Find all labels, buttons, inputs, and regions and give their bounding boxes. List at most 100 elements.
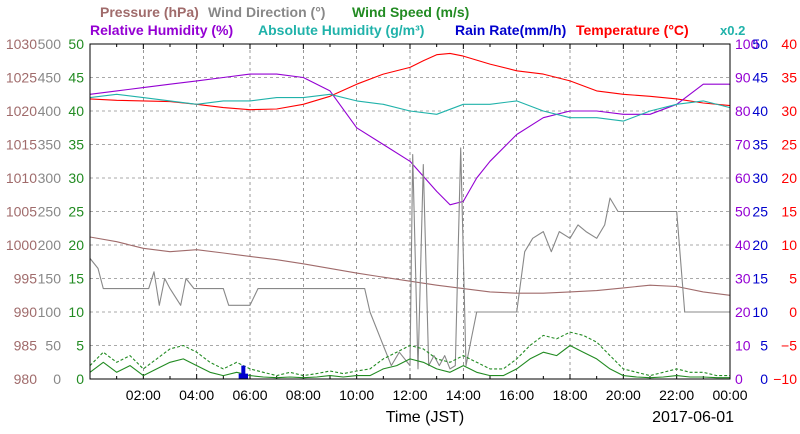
series-wind-speed-gust-m-s — [89, 331, 730, 377]
wind-speed-tick-label: 0 — [76, 371, 84, 387]
x-tick-label: 10:00 — [339, 387, 374, 403]
x-tick-label: 12:00 — [392, 387, 427, 403]
series-wind-direction — [89, 147, 730, 370]
wind-speed-tick-label: 15 — [68, 271, 84, 287]
wind-direction-tick-label: 500 — [38, 36, 62, 52]
legend-absolute-humidity: Absolute Humidity (g/m³) — [258, 22, 424, 38]
rain-rate-tick-label: 20 — [752, 237, 768, 253]
x-tick-label: 20:00 — [606, 387, 641, 403]
temperature-tick-label: 25 — [781, 137, 797, 153]
rain-rate-bar — [244, 373, 248, 379]
relative-humidity-tick-label: 60 — [735, 170, 751, 186]
pressure-tick-label: 1010 — [6, 170, 37, 186]
x-tick-label: 18:00 — [552, 387, 587, 403]
series-temperature-c — [89, 52, 731, 111]
legend-scale-note: x0.2 — [720, 23, 745, 38]
x-tick-label: 22:00 — [659, 387, 694, 403]
relative-humidity-tick-label: 90 — [735, 70, 751, 86]
wind-direction-tick-label: 350 — [38, 137, 62, 153]
wind-direction-tick-label: 400 — [38, 103, 62, 119]
temperature-tick-label: 10 — [781, 237, 797, 253]
wind-direction-tick-label: 50 — [45, 338, 61, 354]
rain-rate-tick-label: 5 — [760, 338, 768, 354]
pressure-tick-label: 980 — [14, 371, 38, 387]
temperature-tick-label: 40 — [781, 36, 797, 52]
relative-humidity-tick-label: 80 — [735, 103, 751, 119]
plot-frame — [89, 43, 731, 380]
legend-temperature: Temperature (°C) — [576, 22, 689, 38]
legend-rain-rate: Rain Rate(mm/h) — [455, 22, 566, 38]
temperature-tick-label: 20 — [781, 170, 797, 186]
series-layer — [89, 52, 731, 379]
axis-ticks: 02:00 04:00 06:00 08:00 10:00 12:00 14:00 16:00… — [6, 36, 797, 403]
temperature-tick-label: −10 — [773, 371, 797, 387]
wind-speed-tick-label: 20 — [68, 237, 84, 253]
wind-direction-tick-label: 100 — [38, 304, 62, 320]
x-tick-label: 14:00 — [446, 387, 481, 403]
x-tick-label: 00:00 — [712, 387, 747, 403]
rain-rate-tick-label: 50 — [752, 36, 768, 52]
pressure-tick-label: 995 — [14, 271, 38, 287]
relative-humidity-tick-label: 0 — [735, 371, 743, 387]
relative-humidity-tick-label: 70 — [735, 137, 751, 153]
rain-rate-tick-label: 25 — [752, 204, 768, 220]
pressure-tick-label: 1005 — [6, 204, 37, 220]
series-wind-speed-m-s — [89, 344, 730, 379]
rain-rate-tick-label: 45 — [752, 70, 768, 86]
relative-humidity-tick-label: 20 — [735, 304, 751, 320]
wind-speed-tick-label: 10 — [68, 304, 84, 320]
wind-direction-tick-label: 250 — [38, 204, 62, 220]
wind-speed-tick-label: 5 — [76, 338, 84, 354]
wind-speed-tick-label: 30 — [68, 170, 84, 186]
wind-direction-tick-label: 450 — [38, 70, 62, 86]
series-absolute-humidity-g-m — [89, 93, 731, 122]
pressure-tick-label: 1015 — [6, 137, 37, 153]
series-pressure-hpa — [89, 236, 731, 296]
temperature-tick-label: 15 — [781, 204, 797, 220]
x-tick-label: 06:00 — [232, 387, 267, 403]
rain-rate-bar — [241, 365, 246, 379]
rain-rate-tick-label: 35 — [752, 137, 768, 153]
pressure-tick-label: 1020 — [6, 103, 37, 119]
wind-speed-tick-label: 25 — [68, 204, 84, 220]
legend-wind-speed: Wind Speed (m/s) — [352, 4, 469, 20]
temperature-tick-label: −5 — [781, 338, 797, 354]
rain-rate-tick-label: 40 — [752, 103, 768, 119]
wind-speed-tick-label: 50 — [68, 36, 84, 52]
wind-speed-tick-label: 40 — [68, 103, 84, 119]
pressure-tick-label: 1030 — [6, 36, 37, 52]
temperature-tick-label: 30 — [781, 103, 797, 119]
rain-rate-bar — [238, 373, 243, 379]
legend-relative-humidity: Relative Humidity (%) — [90, 22, 233, 38]
x-tick-label: 08:00 — [286, 387, 321, 403]
wind-direction-tick-label: 300 — [38, 170, 62, 186]
series-relative-humidity — [89, 73, 730, 206]
relative-humidity-tick-label: 30 — [735, 271, 751, 287]
pressure-tick-label: 1000 — [6, 237, 37, 253]
rain-rate-tick-label: 30 — [752, 170, 768, 186]
relative-humidity-tick-label: 40 — [735, 237, 751, 253]
relative-humidity-tick-label: 10 — [735, 338, 751, 354]
wind-direction-tick-label: 0 — [53, 371, 61, 387]
wind-speed-tick-label: 35 — [68, 137, 84, 153]
x-tick-label: 02:00 — [126, 387, 161, 403]
pressure-tick-label: 1025 — [6, 70, 37, 86]
wind-speed-tick-label: 45 — [68, 70, 84, 86]
rain-rate-tick-label: 10 — [752, 304, 768, 320]
pressure-tick-label: 985 — [14, 338, 38, 354]
date-label: 2017-06-01 — [652, 409, 734, 426]
wind-direction-tick-label: 150 — [38, 271, 62, 287]
legend-wind-direction: Wind Direction (°) — [208, 4, 325, 20]
x-tick-label: 04:00 — [179, 387, 214, 403]
temperature-tick-label: 35 — [781, 70, 797, 86]
x-axis-label: Time (JST) — [386, 409, 465, 426]
temperature-tick-label: 0 — [789, 304, 797, 320]
temperature-tick-label: 5 — [789, 271, 797, 287]
legend-pressure: Pressure (hPa) — [100, 4, 199, 20]
pressure-tick-label: 990 — [14, 304, 38, 320]
rain-rate-tick-label: 15 — [752, 271, 768, 287]
relative-humidity-tick-label: 100 — [735, 36, 759, 52]
wind-direction-tick-label: 200 — [38, 237, 62, 253]
